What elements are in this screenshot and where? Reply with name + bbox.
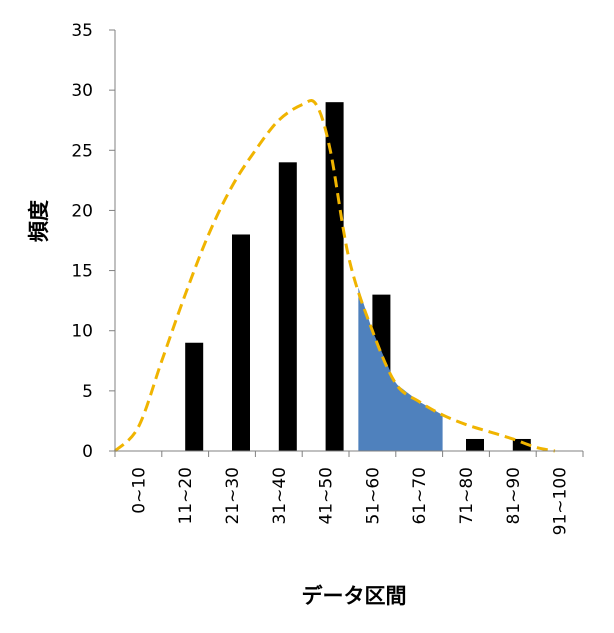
y-tick-label: 0 <box>82 442 93 462</box>
x-tick-label: 11~20 <box>176 467 196 525</box>
y-tick-label: 10 <box>71 322 93 342</box>
y-tick-label: 35 <box>71 21 93 41</box>
x-tick-label: 61~70 <box>410 467 430 525</box>
x-tick-label: 21~30 <box>223 467 243 525</box>
x-tick-label: 81~90 <box>504 467 524 525</box>
y-tick-label: 15 <box>71 262 93 282</box>
fitted-curve <box>113 99 556 453</box>
bar <box>325 102 344 452</box>
x-tick-label: 0~10 <box>129 467 149 514</box>
y-tick-label: 20 <box>71 201 93 221</box>
x-tick-label: 31~40 <box>270 467 290 525</box>
y-tick-label: 25 <box>71 141 93 161</box>
shaded-area <box>358 287 443 451</box>
bar <box>232 234 250 451</box>
x-tick-label: 71~80 <box>457 467 477 525</box>
y-tick-label: 5 <box>82 382 93 402</box>
bar <box>512 438 531 451</box>
y-tick-label: 30 <box>71 81 93 101</box>
bar <box>466 438 484 451</box>
bar <box>185 342 204 451</box>
x-tick-label: 91~100 <box>551 467 571 535</box>
x-axis-title: データ区間 <box>302 584 407 608</box>
bar <box>278 162 297 452</box>
y-axis-title: 頻度 <box>27 200 51 242</box>
x-tick-label: 51~60 <box>363 467 383 525</box>
x-tick-label: 41~50 <box>317 467 337 525</box>
